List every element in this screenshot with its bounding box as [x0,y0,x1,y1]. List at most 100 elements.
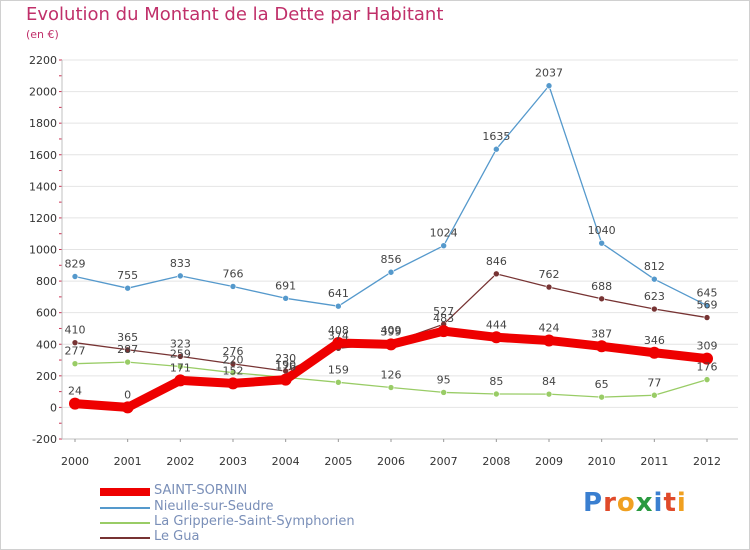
data-point-saint-sornin [701,352,713,365]
data-point-la-gripperie-saint-symphorien [598,393,605,401]
chart-title: Evolution du Montant de la Dette par Hab… [26,4,444,25]
data-label-le-gua: 374 [328,329,349,342]
data-label-le-gua: 365 [117,331,138,344]
data-label-le-gua: 762 [539,268,560,281]
y-tick-label: 1400 [29,180,57,193]
data-label-la-gripperie-saint-symphorien: 126 [381,369,402,382]
data-label-nieulle-sur-seudre: 1040 [588,224,616,237]
data-point-la-gripperie-saint-symphorien [703,376,711,383]
data-point-la-gripperie-saint-symphorien [177,363,184,370]
data-label-le-gua: 623 [644,290,665,303]
data-point-le-gua [651,305,658,313]
data-point-le-gua [229,360,237,368]
y-tick-label: 200 [36,370,57,383]
data-point-nieulle-sur-seudre [493,145,500,153]
x-tick-label: 2004 [272,455,300,468]
data-point-saint-sornin [437,325,450,338]
x-tick-label: 2012 [693,455,721,468]
x-tick-label: 2008 [482,455,510,468]
data-label-nieulle-sur-seudre: 856 [381,253,402,266]
data-point-le-gua [124,346,131,354]
legend-label-le-gua: Le Gua [154,529,200,544]
data-label-nieulle-sur-seudre: 755 [117,269,138,282]
proxiti-logo: Proxiti [583,488,687,518]
data-point-le-gua [703,314,711,321]
y-tick-label: 2000 [29,86,57,99]
x-tick-label: 2002 [166,455,194,468]
data-point-la-gripperie-saint-symphorien [124,358,131,366]
data-label-la-gripperie-saint-symphorien: 190 [275,358,296,371]
y-tick-label: 2200 [29,54,57,67]
x-tick-label: 2007 [430,455,458,468]
data-label-nieulle-sur-seudre: 691 [275,279,296,292]
data-point-saint-sornin [490,331,503,344]
y-tick-label: 1800 [29,117,57,130]
data-label-le-gua: 410 [65,324,86,337]
data-point-nieulle-sur-seudre [177,272,184,280]
legend-swatch-le-gua [100,537,150,539]
data-label-nieulle-sur-seudre: 829 [65,258,86,271]
data-point-saint-sornin [279,373,292,386]
data-label-le-gua: 569 [697,299,718,312]
y-tick-label: 1000 [29,244,57,257]
data-label-la-gripperie-saint-symphorien: 85 [489,375,503,388]
data-label-saint-sornin: 0 [124,388,131,401]
data-label-le-gua: 230 [275,352,296,365]
x-tick-label: 2003 [219,455,247,468]
data-point-la-gripperie-saint-symphorien [651,391,658,399]
data-label-saint-sornin: 171 [170,361,191,374]
data-label-saint-sornin: 152 [223,364,244,377]
data-label-nieulle-sur-seudre: 812 [644,260,665,273]
x-tick-label: 2009 [535,455,563,468]
x-tick-label: 2000 [61,455,89,468]
data-point-le-gua [71,339,79,346]
data-point-la-gripperie-saint-symphorien [71,360,79,367]
data-label-la-gripperie-saint-symphorien: 84 [542,375,556,388]
data-label-saint-sornin: 387 [591,327,612,340]
data-label-la-gripperie-saint-symphorien: 65 [595,378,609,391]
legend-swatch-saint-sornin [100,488,150,496]
data-point-le-gua [493,270,500,278]
x-tick-label: 2006 [377,455,405,468]
data-point-saint-sornin [595,340,608,353]
data-label-saint-sornin: 444 [486,318,507,331]
data-label-saint-sornin: 483 [433,312,454,325]
legend-label-la-gripperie: La Gripperie-Saint-Symphorien [154,514,355,529]
data-label-nieulle-sur-seudre: 1024 [430,227,458,240]
data-point-nieulle-sur-seudre [229,283,237,290]
data-label-la-gripperie-saint-symphorien: 259 [170,348,191,361]
data-label-nieulle-sur-seudre: 645 [697,287,718,300]
data-label-saint-sornin: 176 [275,361,296,374]
legend-label-saint-sornin: SAINT-SORNIN [154,483,248,498]
data-point-saint-sornin [648,346,661,359]
data-label-la-gripperie-saint-symphorien: 159 [328,363,349,376]
legend-swatch-la-gripperie [100,522,150,524]
data-label-le-gua: 527 [433,305,454,318]
data-label-la-gripperie-saint-symphorien: 220 [223,354,244,367]
data-point-nieulle-sur-seudre [124,284,131,292]
data-label-le-gua: 276 [223,345,244,358]
y-tick-label: 800 [36,275,57,288]
data-label-nieulle-sur-seudre: 1635 [482,130,510,143]
data-label-le-gua: 688 [591,280,612,293]
data-point-nieulle-sur-seudre [703,302,711,309]
y-tick-label: 0 [50,401,57,414]
data-point-la-gripperie-saint-symphorien [335,379,342,386]
data-point-saint-sornin [543,334,555,347]
data-label-le-gua: 846 [486,255,507,268]
y-tick-label: 1600 [29,149,57,162]
chart-subtitle: (en €) [26,28,59,41]
data-label-nieulle-sur-seudre: 766 [223,267,244,280]
data-label-saint-sornin: 408 [328,324,349,337]
data-label-nieulle-sur-seudre: 2037 [535,67,563,80]
data-point-la-gripperie-saint-symphorien [493,390,500,398]
data-label-saint-sornin: 346 [644,334,665,347]
data-label-saint-sornin: 24 [68,385,82,398]
data-point-saint-sornin [69,397,81,410]
data-point-nieulle-sur-seudre [71,273,79,280]
data-point-saint-sornin [121,401,134,414]
data-point-nieulle-sur-seudre [335,302,342,310]
data-label-le-gua: 323 [170,337,191,350]
data-point-nieulle-sur-seudre [387,268,395,276]
